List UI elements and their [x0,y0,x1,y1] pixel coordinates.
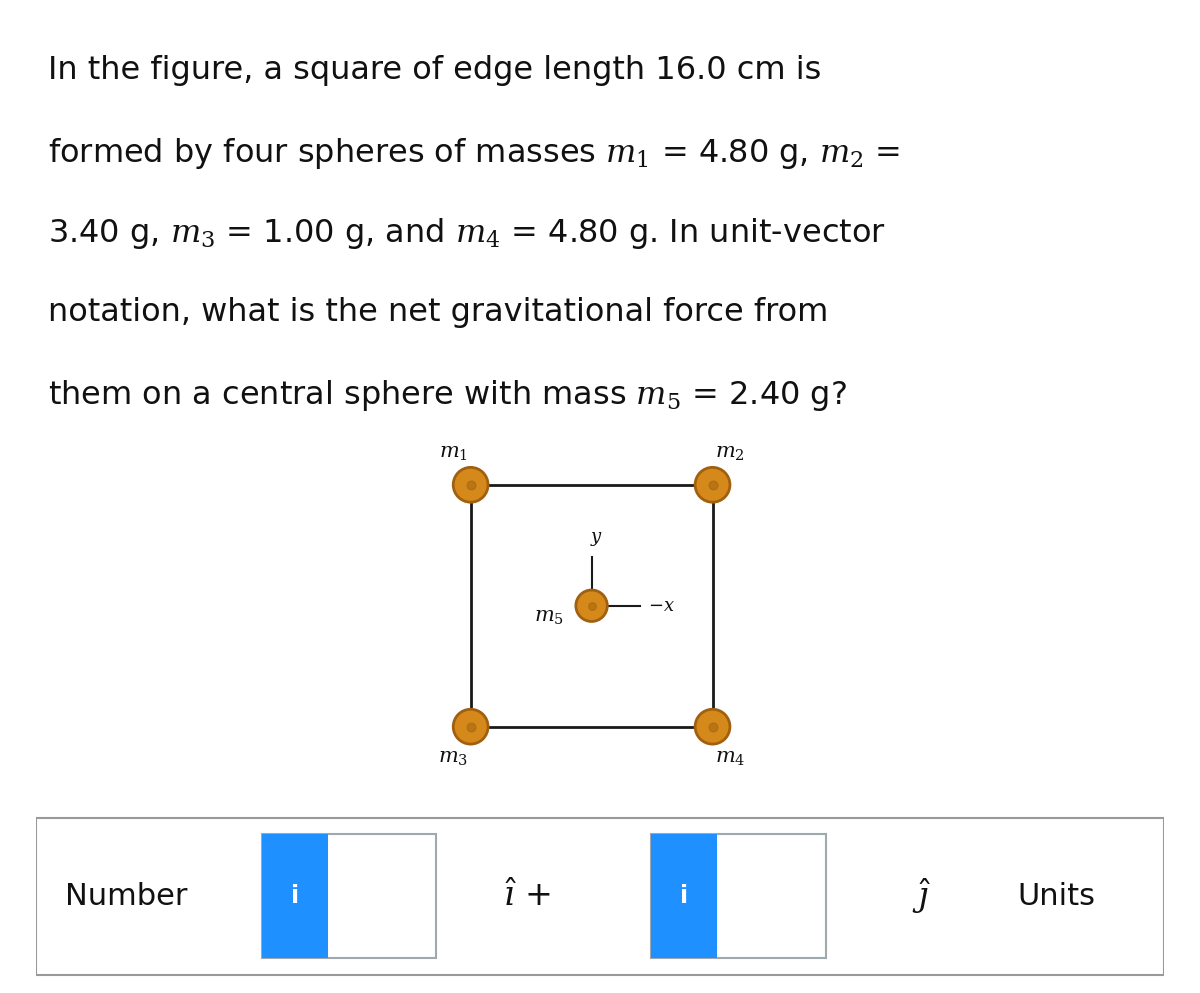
Point [703,719,722,735]
Text: $y$: $y$ [590,529,602,548]
FancyBboxPatch shape [650,834,718,958]
Circle shape [576,590,607,622]
Circle shape [454,468,488,502]
Text: i: i [680,884,688,909]
Text: In the figure, a square of edge length 16.0 cm is: In the figure, a square of edge length 1… [48,55,821,85]
Point [461,719,480,735]
Text: $m_2$: $m_2$ [715,443,745,464]
Text: them on a central sphere with mass $m_5$ = 2.40 g?: them on a central sphere with mass $m_5$… [48,378,846,413]
Text: $-x$: $-x$ [648,597,676,615]
Text: 3.40 g, $m_3$ = 1.00 g, and $m_4$ = 4.80 g. In unit-vector: 3.40 g, $m_3$ = 1.00 g, and $m_4$ = 4.80… [48,216,886,251]
FancyBboxPatch shape [262,834,437,958]
Text: $m_4$: $m_4$ [715,748,745,769]
FancyBboxPatch shape [262,834,328,958]
Text: $m_3$: $m_3$ [438,748,468,769]
Text: $m_5$: $m_5$ [534,607,564,627]
Text: $m_1$: $m_1$ [439,443,468,464]
Text: $\hat{\imath}$ +: $\hat{\imath}$ + [503,880,551,913]
FancyBboxPatch shape [36,817,1164,975]
Circle shape [695,468,730,502]
Text: notation, what is the net gravitational force from: notation, what is the net gravitational … [48,297,828,329]
Circle shape [695,709,730,744]
Text: formed by four spheres of masses $m_1$ = 4.80 g, $m_2$ =: formed by four spheres of masses $m_1$ =… [48,136,900,171]
Text: i: i [290,884,299,909]
Point [703,477,722,493]
Text: $\hat{\jmath}$: $\hat{\jmath}$ [912,877,931,916]
Circle shape [454,709,488,744]
Text: Number: Number [65,882,187,911]
Text: Units: Units [1018,882,1096,911]
FancyBboxPatch shape [650,834,826,958]
Point [461,477,480,493]
Point [582,598,601,614]
